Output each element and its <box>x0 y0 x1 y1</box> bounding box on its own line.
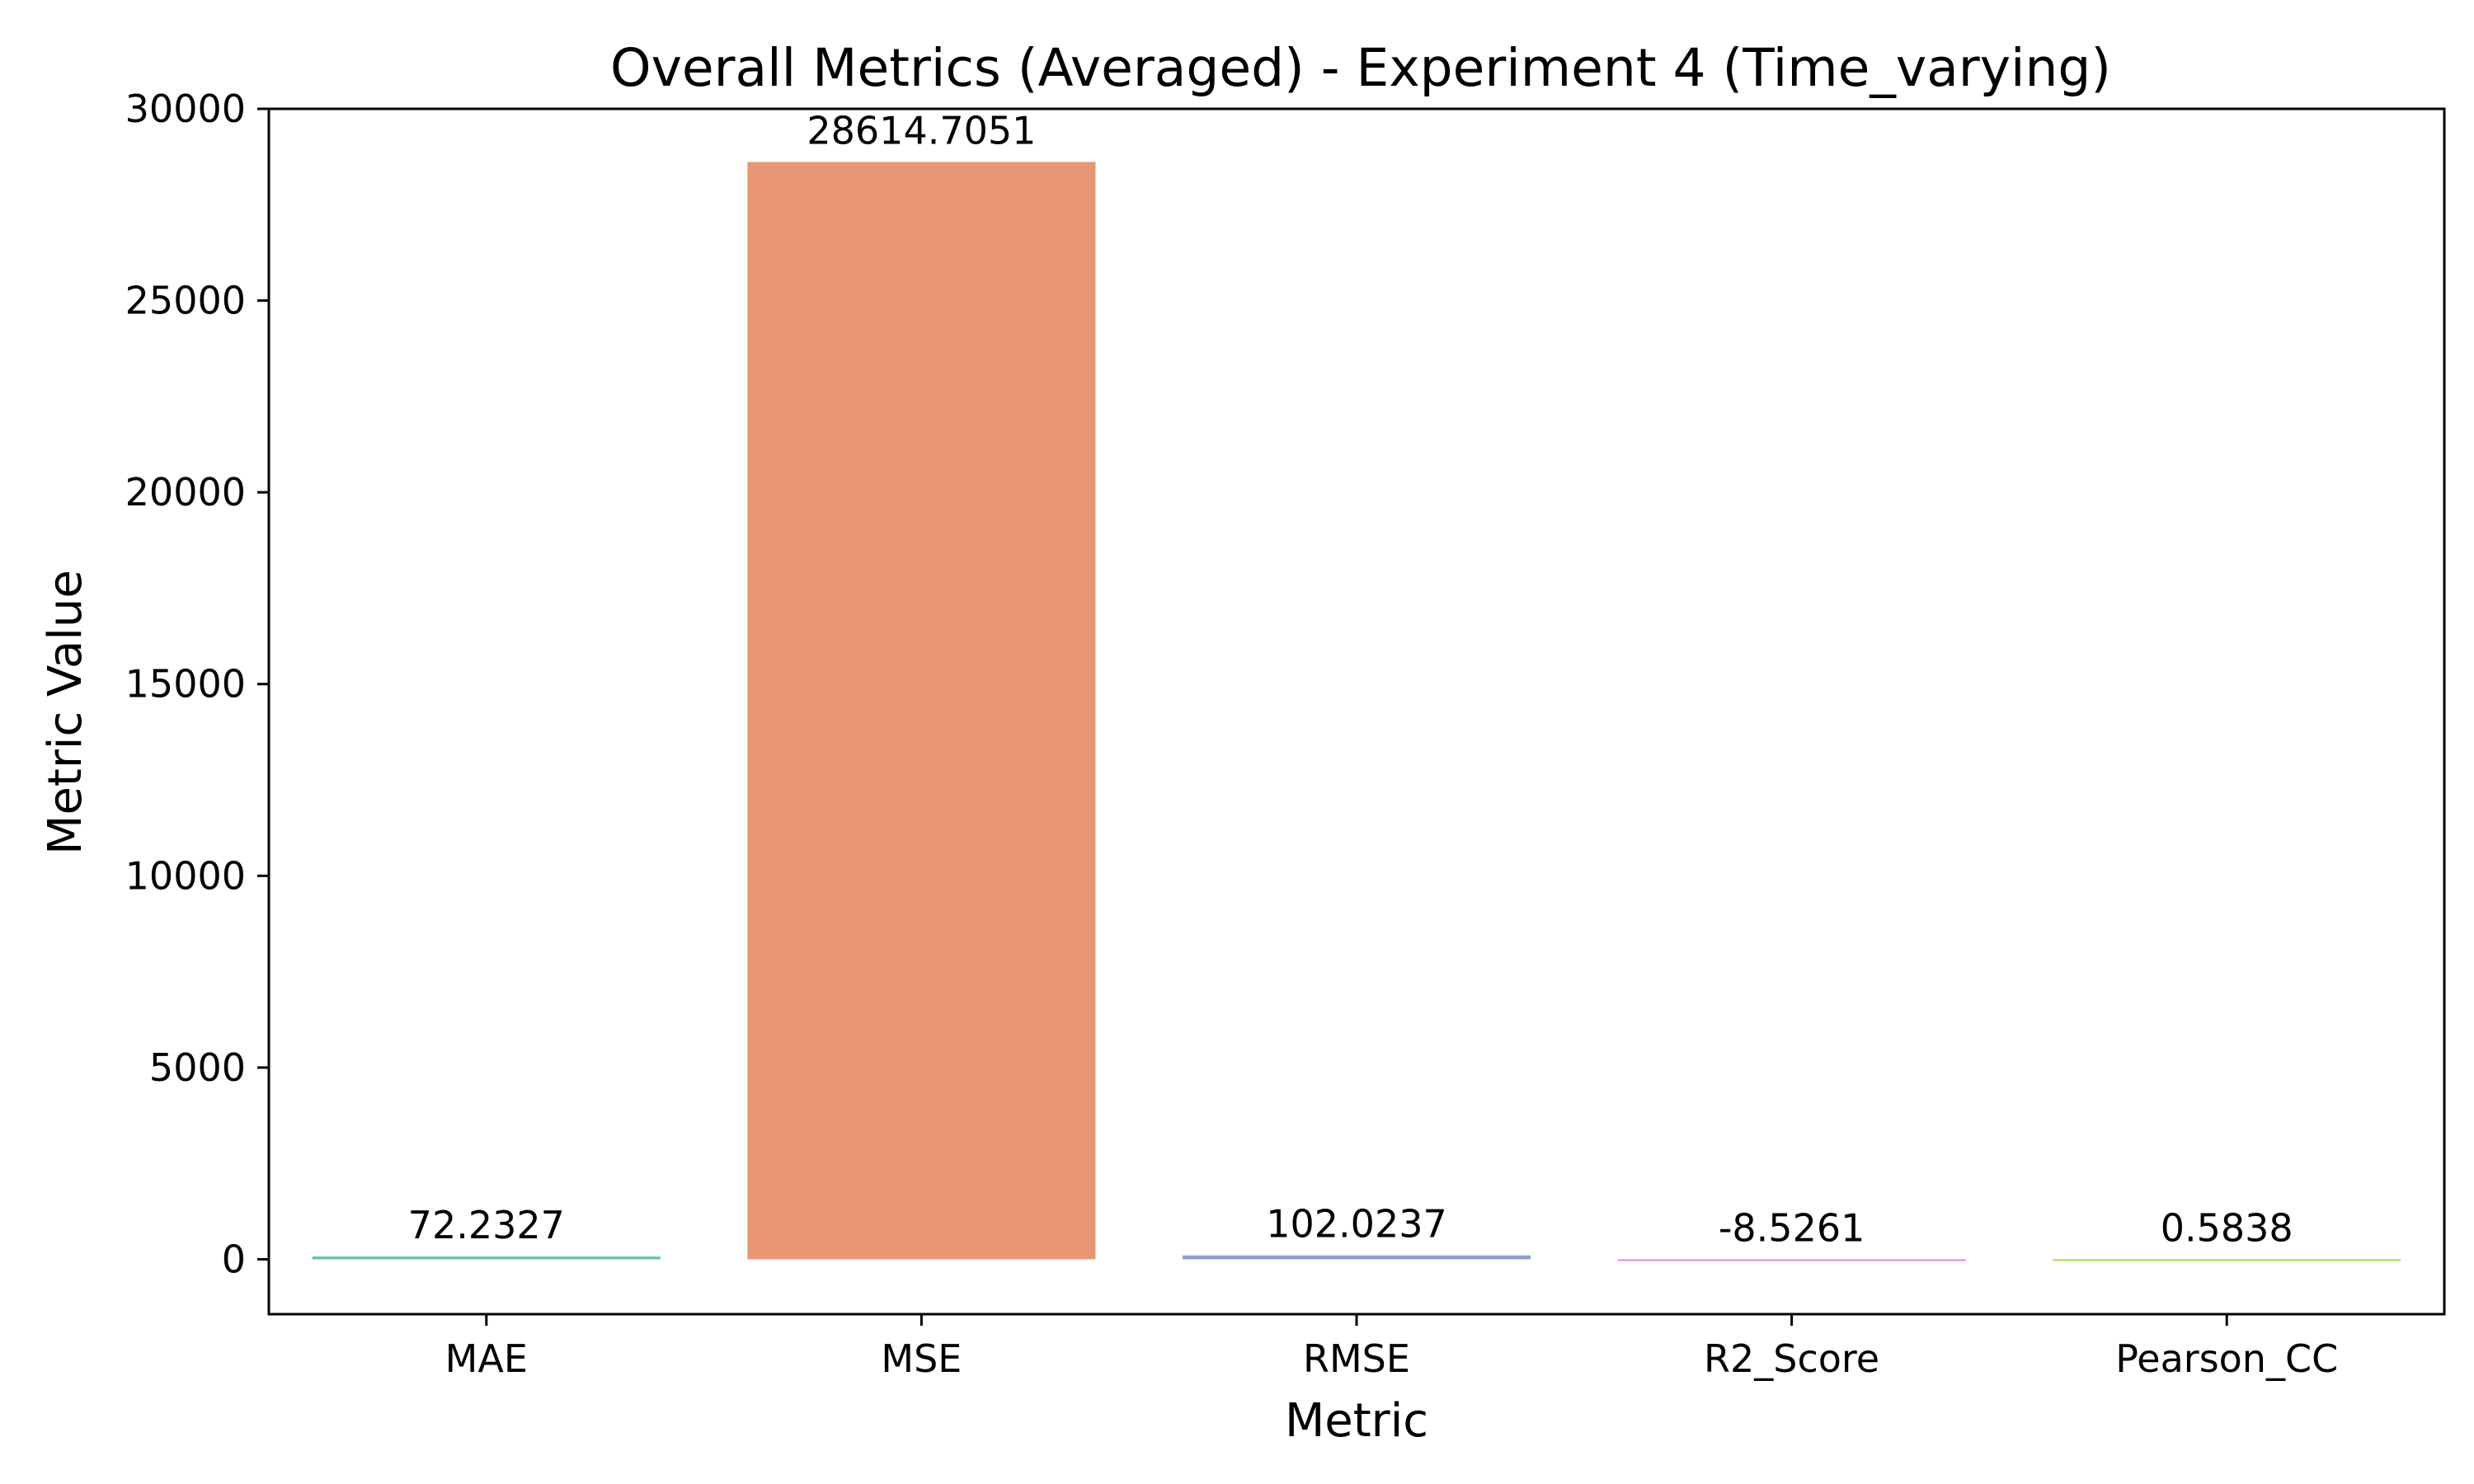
data-labels-layer: 72.2327 28614.7051 102.0237 -8.5261 0.5838 <box>408 108 2293 1250</box>
y-axis-label: Metric Value <box>39 570 92 855</box>
chart-title: Overall Metrics (Averaged) - Experiment … <box>610 38 2111 98</box>
x-tick-label: RMSE <box>1303 1336 1410 1381</box>
data-label-r2-score: -8.5261 <box>1719 1205 1865 1250</box>
x-axis: MAE MSE RMSE R2_Score Pearson_CC <box>445 1314 2338 1381</box>
data-label-mae: 72.2327 <box>408 1203 565 1247</box>
y-tick-label: 10000 <box>125 853 246 898</box>
bar-rmse <box>1182 1255 1531 1260</box>
x-tick-label: R2_Score <box>1704 1336 1879 1381</box>
x-tick-label: Pearson_CC <box>2115 1336 2338 1381</box>
x-tick-label: MAE <box>445 1336 528 1381</box>
y-tick-label: 25000 <box>125 279 246 323</box>
y-tick-label: 20000 <box>125 470 246 514</box>
x-tick-label: MSE <box>881 1336 962 1381</box>
bar-r2-score <box>1617 1259 1966 1261</box>
y-tick-label: 5000 <box>149 1045 246 1090</box>
bar-mse <box>747 162 1096 1260</box>
plot-frame <box>267 107 2446 1316</box>
x-axis-label: Metric <box>1285 1394 1428 1448</box>
y-tick-label: 0 <box>222 1237 246 1281</box>
bars-layer <box>312 162 2401 1261</box>
y-axis: 0 5000 10000 15000 20000 25000 30000 <box>125 87 269 1281</box>
data-label-rmse: 102.0237 <box>1266 1202 1447 1247</box>
bar-pearson-cc <box>2053 1259 2401 1261</box>
data-label-mse: 28614.7051 <box>807 108 1036 153</box>
y-tick-label: 30000 <box>125 87 246 131</box>
bar-mae <box>312 1256 661 1260</box>
y-tick-label: 15000 <box>125 662 246 707</box>
data-label-pearson-cc: 0.5838 <box>2161 1205 2293 1250</box>
